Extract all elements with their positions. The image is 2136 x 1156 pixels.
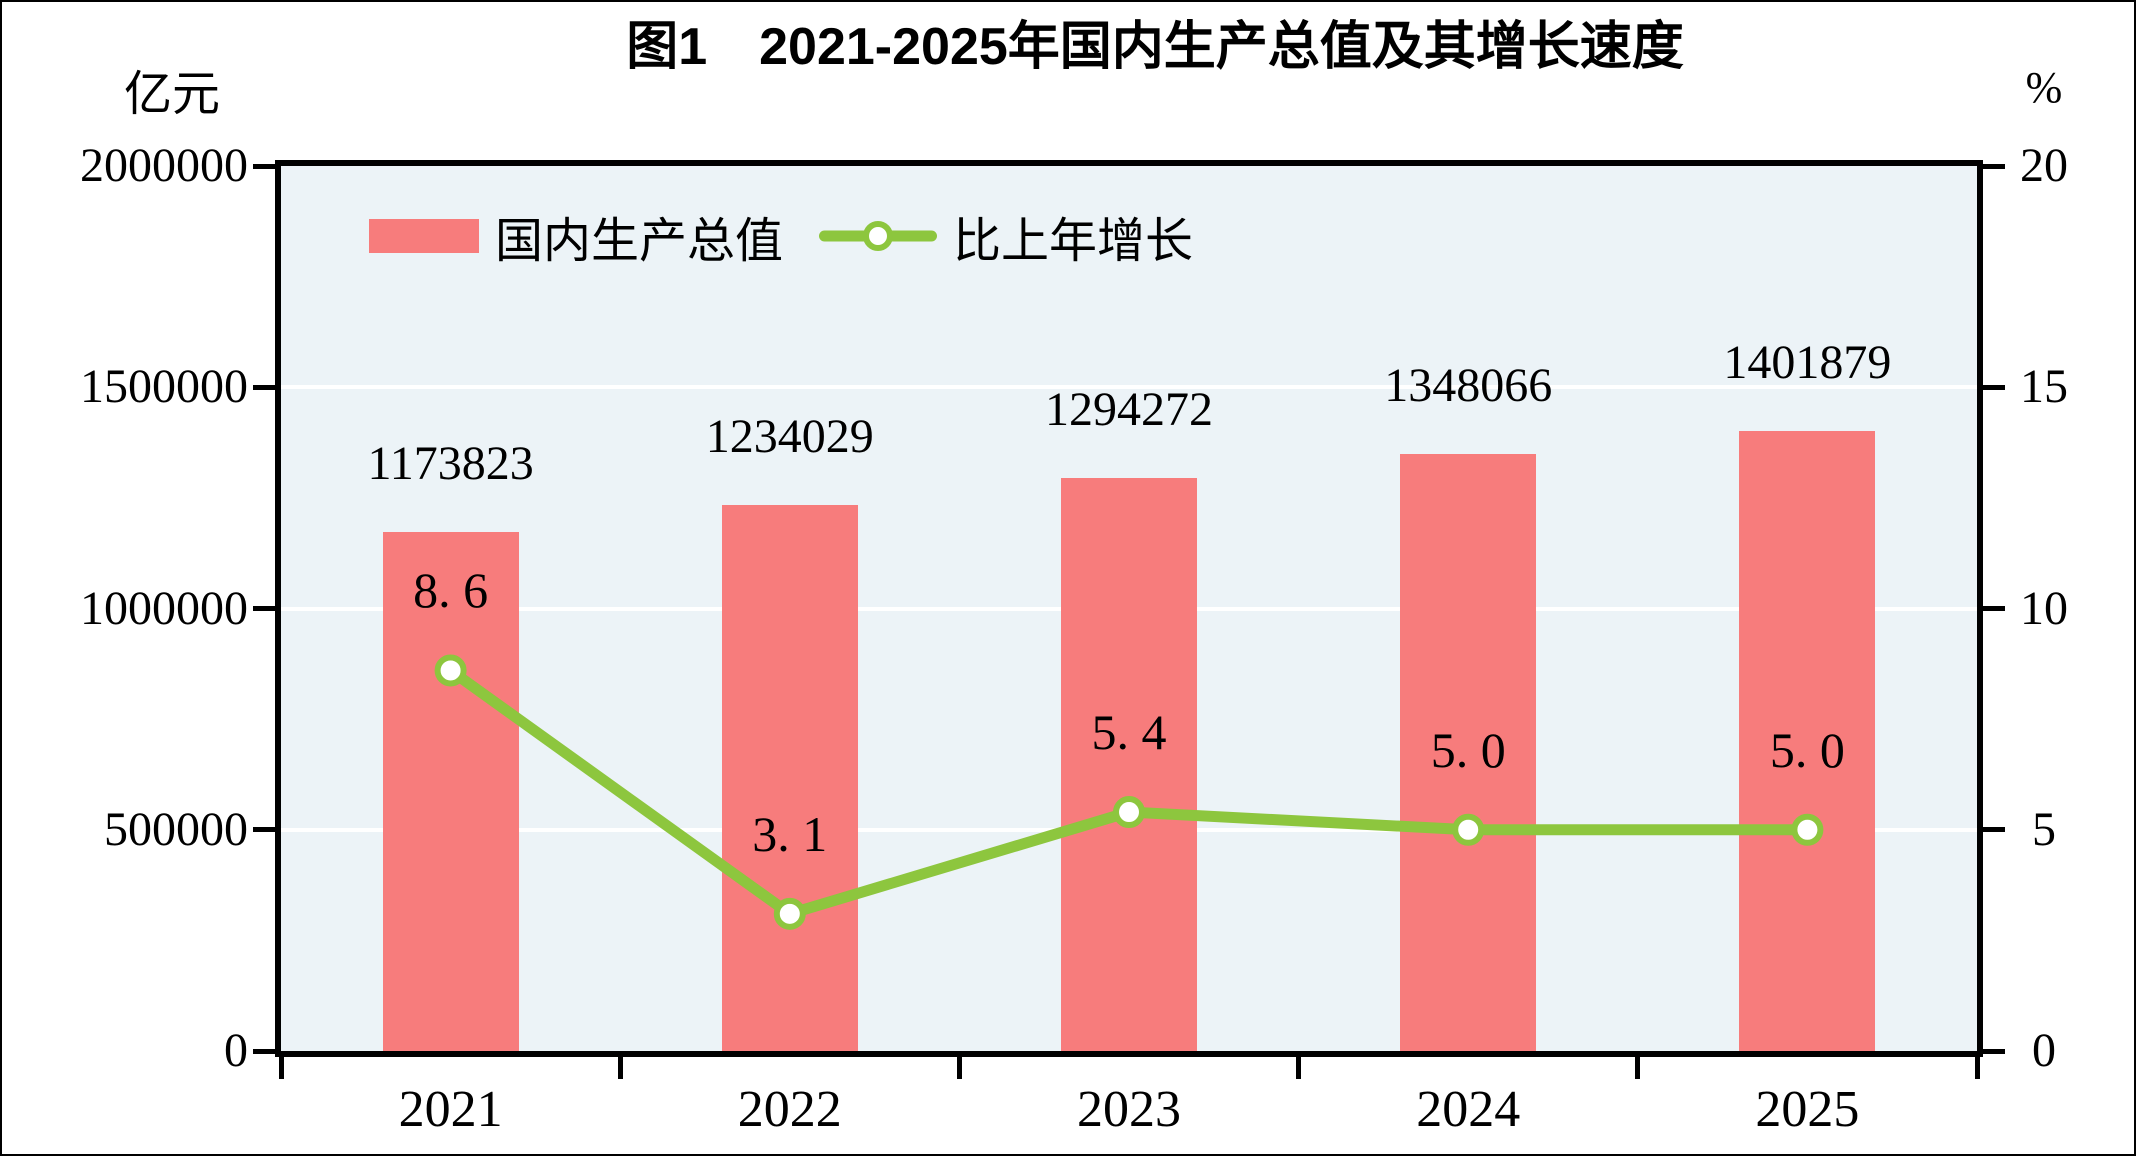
right-axis-tick-label-5: 5	[2032, 802, 2056, 856]
right-axis-tick-label-10: 10	[2020, 581, 2068, 635]
left-axis-tick-mark-1000000	[253, 606, 275, 611]
growth-value-label-2022: 3. 1	[752, 805, 828, 862]
plot-area: 国内生产总值 比上年增长 1173823 8. 6 1234029 3. 1 12942…	[275, 160, 1983, 1057]
x-axis-label-2022: 2022	[737, 1081, 842, 1138]
x-axis-label-2024: 2024	[1416, 1081, 1521, 1138]
left-axis-tick-mark-0	[253, 1048, 275, 1054]
right-axis-tick-mark-5	[1983, 827, 2005, 833]
left-axis-tick-label-1500000: 1500000	[80, 360, 248, 414]
left-axis-tick-mark-2000000	[253, 163, 275, 169]
left-axis-tick-label-500000: 500000	[104, 802, 248, 856]
legend-bar-label: 国内生产总值	[495, 215, 784, 268]
legend: 国内生产总值 比上年增长	[369, 208, 1193, 268]
right-axis-tick-mark-15	[1983, 384, 2005, 390]
right-axis-tick-label-0: 0	[2032, 1024, 2056, 1077]
right-axis-tick-mark-10	[1983, 606, 2005, 611]
right-axis-tick-mark-20	[1983, 163, 2005, 169]
x-axis-tick-mark-5	[1974, 1057, 1980, 1079]
gdp-bar-legend-swatch-icon	[369, 219, 479, 253]
gdp-value-label-2021: 1173823	[367, 436, 534, 490]
right-axis-unit-label: %	[2025, 63, 2063, 112]
right-axis-tick-mark-0	[1983, 1048, 2005, 1054]
x-axis-label-2025: 2025	[1755, 1081, 1860, 1138]
growth-value-label-2021: 8. 6	[413, 562, 489, 619]
left-axis-tick-label-1000000: 1000000	[80, 581, 248, 635]
x-axis-label-2023: 2023	[1077, 1081, 1181, 1138]
left-axis-tick-label-2000000: 2000000	[80, 139, 248, 192]
gdp-value-label-2024: 1348066	[1384, 359, 1553, 413]
growth-value-label-2023: 5. 4	[1091, 704, 1167, 761]
gdp-value-label-2022: 1234029	[705, 409, 874, 463]
right-axis-tick-label-15: 15	[2020, 360, 2068, 414]
left-axis-tick-label-0: 0	[224, 1024, 248, 1077]
right-axis-tick-label-20: 20	[2020, 139, 2068, 192]
x-axis-label-2021: 2021	[398, 1081, 503, 1138]
growth-value-label-2025: 5. 0	[1769, 721, 1845, 778]
chart-title: 图1 2021-2025年国内生产总值及其增长速度	[626, 18, 1684, 76]
gdp-bar-2023	[1061, 478, 1197, 1051]
gdp-value-label-2025: 1401879	[1723, 335, 1892, 389]
x-axis-tick-mark-2	[956, 1057, 962, 1079]
growth-line-legend-swatch-icon	[819, 219, 938, 253]
x-axis-tick-mark-0	[278, 1057, 284, 1079]
x-axis-tick-mark-1	[617, 1057, 623, 1079]
legend-line-label: 比上年增长	[953, 215, 1194, 268]
x-axis-tick-mark-3	[1296, 1057, 1302, 1079]
legend-marker-icon	[863, 221, 894, 251]
growth-value-label-2024: 5. 0	[1430, 721, 1506, 778]
gdp-bar-2022	[721, 504, 858, 1051]
left-axis-tick-mark-1500000	[253, 384, 275, 390]
gdp-value-label-2023: 1294272	[1045, 383, 1213, 437]
x-axis-tick-mark-4	[1635, 1057, 1641, 1079]
left-axis-unit-label: 亿元	[124, 68, 221, 121]
left-axis-tick-mark-500000	[253, 827, 275, 833]
gridline-1500000	[281, 385, 1977, 390]
